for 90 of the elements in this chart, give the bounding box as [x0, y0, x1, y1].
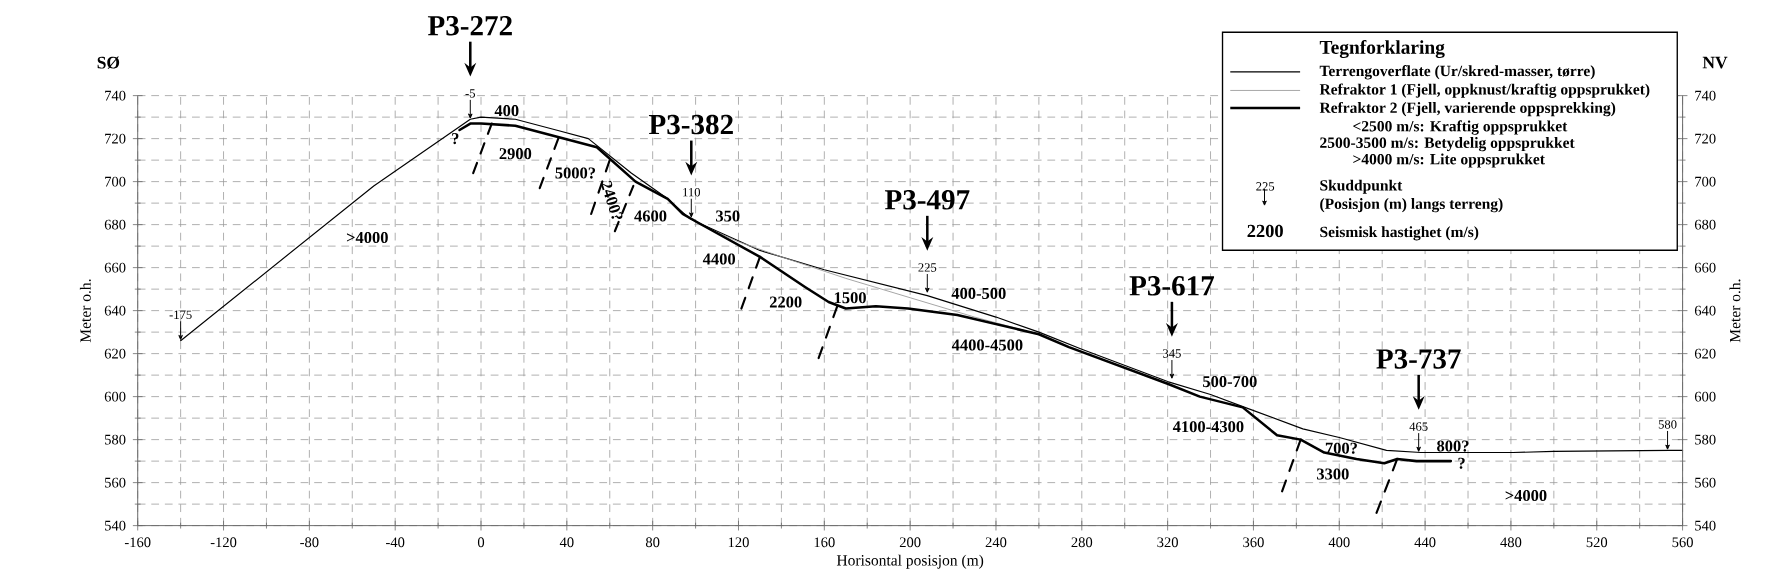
annotation: 400	[494, 105, 519, 117]
annotation: 2900	[499, 148, 532, 160]
annotation: 2200	[1247, 224, 1283, 238]
x-tick-label: 400	[1328, 537, 1350, 548]
text: SØ	[97, 56, 120, 69]
x-axis-title: Horisontal posisjon (m)	[836, 554, 984, 569]
x-tick-label: 240	[985, 537, 1007, 548]
y2-tick-label: 720	[1695, 133, 1716, 144]
x-tick-label: 320	[1157, 537, 1178, 548]
annotation: 110	[683, 188, 701, 197]
annotation: P3-497	[884, 190, 970, 210]
annotation: >4000	[346, 232, 388, 244]
annotation: ?	[452, 133, 459, 145]
x-tick-label: 560	[1672, 537, 1693, 548]
annotation: 580	[1658, 420, 1677, 429]
x-tick-label: -160	[124, 537, 151, 548]
y2-tick-label: 580	[1695, 434, 1716, 445]
x-tick-label: 360	[1243, 537, 1264, 548]
annotation: >4000	[1505, 490, 1547, 502]
x-tick-label: 480	[1500, 537, 1522, 548]
y-tick-label: 660	[104, 262, 126, 273]
y2-tick-label: 540	[1695, 520, 1716, 531]
y2-tick-label: 660	[1694, 262, 1716, 273]
x-tick-label: 200	[899, 537, 921, 548]
y-tick-label: 620	[104, 348, 126, 359]
annotation: 3300	[1316, 468, 1349, 480]
y-tick-label: 580	[105, 434, 126, 445]
annotation: 700?	[1325, 442, 1357, 454]
x-tick-label: -40	[386, 537, 405, 548]
y-tick-label: 740	[105, 90, 126, 101]
x-tick-label: 280	[1071, 537, 1093, 548]
x-tick-label: -80	[300, 537, 319, 548]
text: NV	[1702, 56, 1728, 69]
annotation: 4400	[702, 253, 736, 265]
annotation: 4400-4500	[951, 339, 1023, 351]
annotation: (Posisjon (m) langs terreng)	[1320, 198, 1503, 213]
x-tick-label: 120	[728, 537, 749, 548]
annotation: P3-737	[1376, 349, 1461, 369]
y-tick-label: 700	[105, 176, 126, 187]
legend-label: Refraktor 1 (Fjell, oppknust/kraftig oppsprukket)	[1319, 83, 1650, 99]
y2-tick-label: 740	[1695, 90, 1716, 101]
y-tick-label: 560	[105, 477, 126, 488]
legend-label: Refraktor 2 (Fjell, varierende oppsprekking)	[1319, 102, 1616, 117]
x-tick-label: 40	[559, 537, 574, 548]
annotation: 225	[1256, 182, 1275, 191]
annotation: -5	[465, 89, 476, 98]
legend-label: Terrengoverflate (Ur/skred-masser, tørre)	[1319, 65, 1595, 80]
annotation: 500-700	[1203, 376, 1257, 388]
annotation: 400-500	[951, 288, 1006, 300]
annotation: 350	[716, 210, 740, 222]
y2-tick-label: 600	[1694, 391, 1716, 402]
annotation: P3-617	[1129, 276, 1215, 296]
y-tick-label: 640	[104, 305, 126, 316]
x-tick-label: 0	[477, 537, 485, 548]
annotation: 2200	[769, 296, 802, 308]
y2-tick-label: 560	[1695, 477, 1716, 488]
annotation: Seismisk hastighet (m/s)	[1320, 226, 1479, 241]
x-tick-label: 440	[1414, 537, 1436, 548]
annotation: P3-382	[648, 114, 733, 135]
annotation: 345	[1163, 349, 1181, 358]
y-tick-label: 600	[104, 391, 126, 402]
y-axis-title: Meter o.h.	[79, 279, 91, 343]
annotation: 225	[918, 263, 937, 272]
y2-tick-label: 620	[1694, 348, 1716, 359]
annotation: 4100-4300	[1172, 421, 1244, 433]
annotation: 800?	[1437, 440, 1469, 452]
annotation: >4000 m/s: Lite oppsprukket	[1353, 153, 1545, 168]
annotation: 2400?	[600, 180, 623, 220]
y2-tick-label: 680	[1694, 219, 1716, 230]
y-tick-label: 540	[105, 520, 126, 531]
annotation: 465	[1409, 422, 1428, 431]
y-tick-label: 720	[105, 133, 126, 144]
x-tick-label: 80	[645, 537, 660, 548]
annotation: <2500 m/s: Kraftig oppsprukket	[1353, 120, 1568, 135]
y2-axis-title: Meter o.h.	[1729, 279, 1741, 343]
x-tick-label: 160	[814, 537, 835, 548]
annotation: 4600	[634, 210, 667, 222]
annotation: -175	[169, 310, 192, 320]
annotation: 5000?	[555, 167, 596, 179]
annotation: 1500	[834, 292, 866, 304]
legend-title: Tegnforklaring	[1319, 40, 1445, 59]
x-tick-label: 520	[1586, 537, 1608, 548]
annotation: Skuddpunkt	[1320, 179, 1403, 194]
y-tick-label: 680	[104, 219, 126, 230]
text: P3-272	[427, 16, 512, 36]
annotation: ?	[1458, 457, 1465, 470]
y2-tick-label: 700	[1695, 176, 1716, 187]
x-tick-label: -120	[210, 537, 237, 548]
y2-tick-label: 640	[1694, 305, 1716, 316]
annotation: 2500-3500 m/s: Betydelig oppsprukket	[1320, 137, 1575, 152]
